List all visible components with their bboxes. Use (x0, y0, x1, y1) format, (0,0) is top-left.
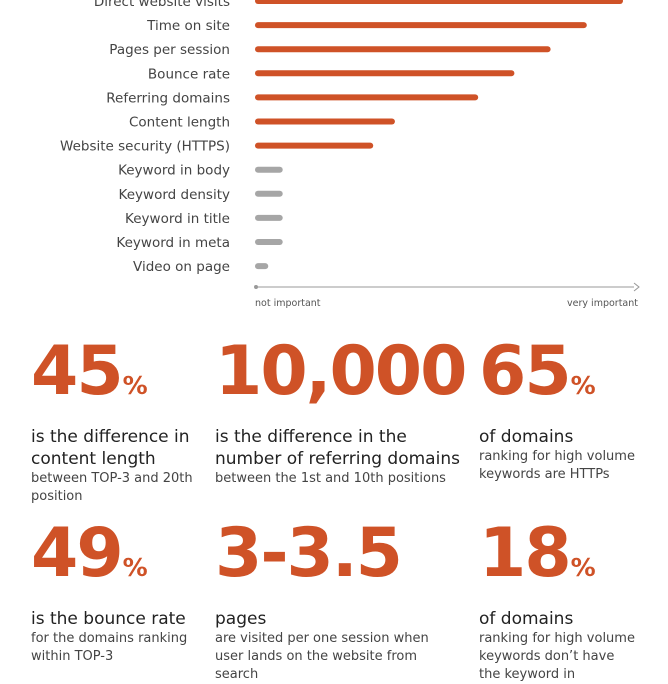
stat-number: 3-3.5 (215, 514, 403, 593)
category-label: Keyword in title (125, 211, 230, 227)
stat-headline: is the difference in content length (31, 427, 190, 469)
stat-card-https: 65% of domains ranking for high volume k… (479, 338, 639, 484)
stat-headline: of domains (479, 427, 574, 447)
stat-number: 18% (479, 514, 596, 593)
ranking-factors-chart: Direct website visits Time on site Pages p… (60, 0, 640, 309)
category-label: Bounce rate (148, 66, 230, 82)
x-axis-max-label: very important (567, 298, 638, 309)
category-label: Keyword in meta (116, 235, 230, 251)
stat-detail: ranking for high volume keywords don’t h… (479, 631, 635, 682)
stat-number: 10,000 (215, 332, 467, 411)
stat-card-bounce-rate: 49% is the bounce rate for the domains r… (31, 520, 211, 666)
category-label: Direct website visits (94, 0, 230, 10)
stat-headline: is the difference in the number of refer… (215, 427, 460, 469)
category-label: Video on page (133, 259, 230, 275)
category-label: Time on site (146, 18, 230, 34)
category-label: Referring domains (106, 90, 230, 106)
category-label: Pages per session (109, 42, 230, 58)
stat-card-content-length: 45% is the difference in content length … (31, 338, 211, 506)
stat-detail: for the domains ranking within TOP-3 (31, 631, 188, 664)
x-axis-start-dot (254, 285, 258, 289)
stat-number: 65% (479, 332, 596, 411)
stat-headline: of domains (479, 609, 574, 629)
x-axis-min-label: not important (255, 298, 321, 309)
category-label: Content length (129, 115, 230, 131)
x-axis-arrow (633, 282, 640, 292)
stat-number: 45% (31, 332, 148, 411)
stat-headline: pages (215, 609, 267, 629)
stat-detail: between TOP-3 and 20th position (31, 471, 193, 504)
stat-headline: is the bounce rate (31, 609, 186, 629)
stat-detail: between the 1st and 10th positions (215, 471, 446, 486)
category-label: Website security (HTTPS) (60, 139, 230, 155)
category-label: Keyword density (119, 187, 230, 203)
stat-detail: are visited per one session when user la… (215, 631, 429, 682)
stat-card-referring-domains: 10,000 is the difference in the number o… (215, 332, 467, 488)
category-label: Keyword in body (118, 163, 230, 179)
stat-detail: ranking for high volume keywords are HTT… (479, 449, 635, 482)
stat-number: 49% (31, 514, 148, 593)
stat-card-pages-per-session: 3-3.5 pages are visited per one session … (215, 520, 450, 684)
stat-card-keyword-in-title: 18% of domains ranking for high volume k… (479, 520, 639, 684)
